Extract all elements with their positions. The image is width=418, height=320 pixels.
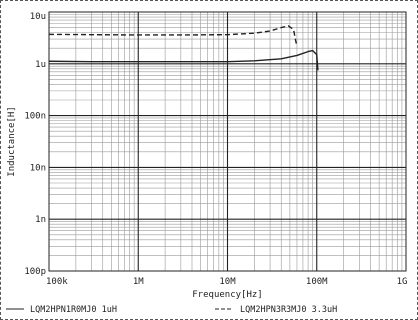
series-line-1 bbox=[48, 49, 319, 71]
x-axis-label: Frequency[Hz] bbox=[192, 290, 262, 300]
y-tick-label: 10n bbox=[30, 163, 46, 173]
y-tick-label: 1u bbox=[35, 60, 46, 70]
plot-border bbox=[48, 11, 407, 272]
x-tick-label: 1M bbox=[133, 277, 144, 287]
major-grid bbox=[49, 12, 406, 271]
x-tick-label: 10M bbox=[219, 277, 236, 287]
x-tick-label: 1G bbox=[397, 277, 408, 287]
y-tick-label: 1n bbox=[35, 215, 46, 225]
legend-label-1: LQM2HPN1R0MJ0 1uH bbox=[30, 305, 117, 315]
series-layer bbox=[48, 25, 319, 71]
y-tick-labels: 100p 1n 10n 100n 1u 10u bbox=[24, 12, 46, 277]
y-axis-label: Inductance[H] bbox=[7, 106, 17, 176]
y-tick-label: 100p bbox=[24, 267, 46, 277]
y-tick-label: 100n bbox=[24, 112, 46, 122]
legend: LQM2HPN1R0MJ0 1uH LQM2HPN3R3MJ0 3.3uH bbox=[6, 305, 337, 315]
x-tick-labels: 100k 1M 10M 100M 1G bbox=[46, 277, 407, 287]
x-tick-label: 100M bbox=[306, 277, 328, 287]
y-tick-label: 10u bbox=[30, 12, 46, 22]
x-tick-label: 100k bbox=[46, 277, 68, 287]
legend-label-2: LQM2HPN3R3MJ0 3.3uH bbox=[240, 305, 337, 315]
series-line-2 bbox=[48, 25, 298, 47]
